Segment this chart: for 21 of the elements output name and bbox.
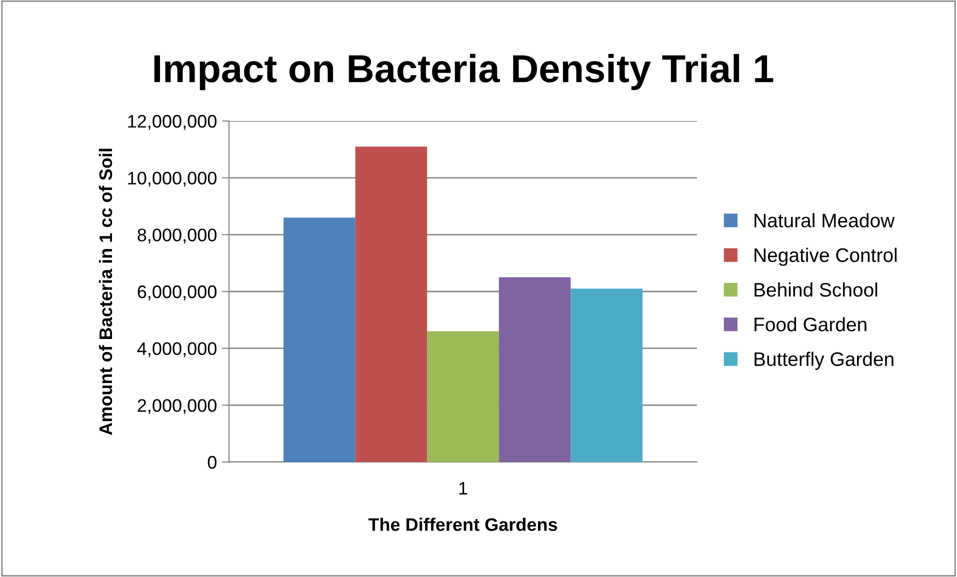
y-tick-label: 4,000,000	[137, 342, 216, 358]
y-tick-label: 12,000,000	[128, 114, 216, 130]
x-axis-title: The Different Gardens	[368, 518, 558, 531]
bar	[284, 218, 356, 462]
y-tick-label: 6,000,000	[138, 285, 216, 300]
y-tick-label: 0	[208, 456, 216, 469]
bar	[355, 146, 428, 462]
y-tick-label: 10,000,000	[128, 172, 216, 187]
bar	[498, 277, 571, 462]
legend-label: Behind School	[754, 282, 878, 297]
legend-label: Negative Control	[754, 248, 897, 266]
y-axis-title: Amount of Bacteria in 1 cc of Soil	[98, 148, 112, 436]
bar	[427, 331, 499, 462]
y-tick-label: 8,000,000	[138, 228, 216, 244]
legend-label: Natural Meadow	[754, 213, 895, 228]
y-tick-label: 2,000,000	[138, 399, 216, 414]
bar	[570, 288, 642, 462]
x-tick-label: 1	[459, 482, 468, 495]
legend-label: Butterfly Garden	[754, 352, 894, 370]
chart-title: Impact on Bacteria Density Trial 1	[154, 54, 774, 90]
legend-label: Food Garden	[754, 317, 866, 332]
